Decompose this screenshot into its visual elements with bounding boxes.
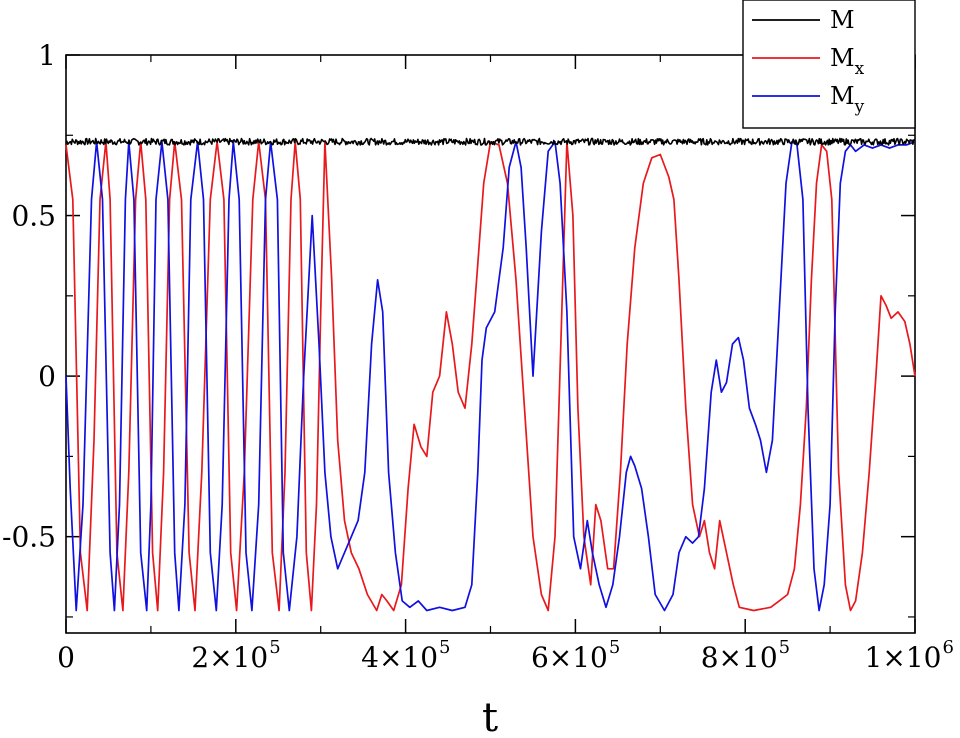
x-tick-label-base: 0 <box>57 641 75 674</box>
x-tick-label: 8×10 5 <box>701 637 790 674</box>
x-tick-label-exponent: 5 <box>779 637 790 658</box>
x-tick-label-base: 4×10 <box>361 641 438 674</box>
x-axis-label: t <box>482 695 498 738</box>
x-tick-label: 1×10 6 <box>865 637 954 674</box>
x-tick-label-base: 6×10 <box>531 641 608 674</box>
x-tick-label-exponent: 5 <box>269 637 280 658</box>
x-tick-label: 2×10 5 <box>191 637 280 674</box>
x-tick-label-base: 1×10 <box>865 641 942 674</box>
legend-entry: Mx <box>830 44 865 79</box>
y-tick-label: 0.5 <box>11 200 56 233</box>
x-tick-label-base: 8×10 <box>701 641 778 674</box>
x-tick-label: 6×10 5 <box>531 637 620 674</box>
y-tick-label: 1 <box>38 39 56 72</box>
tick-marks <box>65 54 916 633</box>
x-tick-label-base: 2×10 <box>191 641 268 674</box>
x-tick-label-exponent: 5 <box>609 637 620 658</box>
x-tick-label-exponent: 6 <box>942 637 953 658</box>
tick-labels: -0.500.510 2×10 5 4×10 5 6×10 5 8×10 5 1×10 6 <box>2 39 954 674</box>
x-tick-label-exponent: 5 <box>439 637 450 658</box>
legend-entry: M <box>830 6 855 34</box>
y-tick-label: -0.5 <box>2 521 56 554</box>
series-line-m <box>65 137 915 146</box>
series-line-my <box>65 140 916 612</box>
y-tick-label: 0 <box>38 360 56 393</box>
x-tick-label: 4×10 5 <box>361 637 450 674</box>
series-line-mx <box>65 140 916 612</box>
legend-box <box>742 0 916 129</box>
x-tick-label: 0 <box>57 641 75 674</box>
series-layer <box>65 137 916 612</box>
legend-entry: My <box>830 82 865 117</box>
plot-frame <box>65 54 916 634</box>
